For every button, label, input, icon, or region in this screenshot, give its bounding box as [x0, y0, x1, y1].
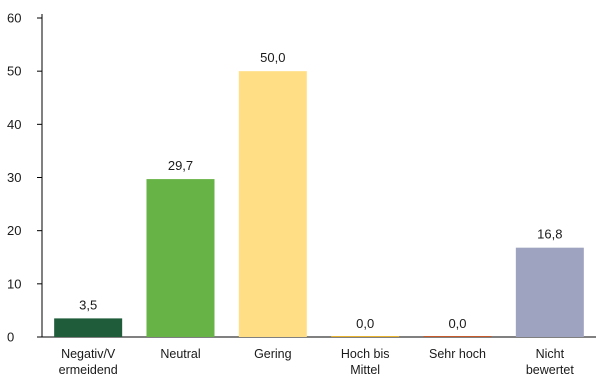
data-label: 50,0: [260, 50, 285, 65]
category-labels: Negativ/V ermeidend Neutral Gering Hoch bis M…: [59, 347, 575, 376]
y-tick-label: 60: [7, 11, 21, 26]
bar: [146, 179, 215, 337]
y-tick-label: 40: [7, 117, 21, 132]
y-axis: 0 10 20 30 40 50 60: [7, 11, 43, 345]
y-tick-label: 20: [7, 223, 21, 238]
category-label: Nicht bewertet: [526, 347, 574, 376]
data-label: 0,0: [356, 316, 374, 331]
bar: [515, 247, 584, 337]
y-tick-label: 0: [7, 330, 14, 345]
bars: [54, 71, 584, 338]
data-labels: 3,5 29,7 50,0 0,0 0,0 16,8: [79, 50, 562, 331]
y-tick-label: 30: [7, 170, 21, 185]
y-tick-label: 50: [7, 64, 21, 79]
bar: [238, 71, 307, 338]
data-label: 29,7: [168, 158, 193, 173]
category-label: Hoch bis Mittel: [341, 347, 390, 376]
category-label: Gering: [254, 347, 292, 361]
category-label: Neutral: [160, 347, 200, 361]
category-label: Negativ/V ermeidend: [59, 347, 118, 376]
y-tick-label: 10: [7, 276, 21, 291]
bar: [54, 318, 123, 337]
data-label: 3,5: [79, 297, 97, 312]
data-label: 0,0: [448, 316, 466, 331]
bar: [331, 336, 400, 337]
bar: [423, 336, 492, 337]
data-label: 16,8: [537, 227, 562, 242]
category-label: Sehr hoch: [429, 347, 486, 361]
